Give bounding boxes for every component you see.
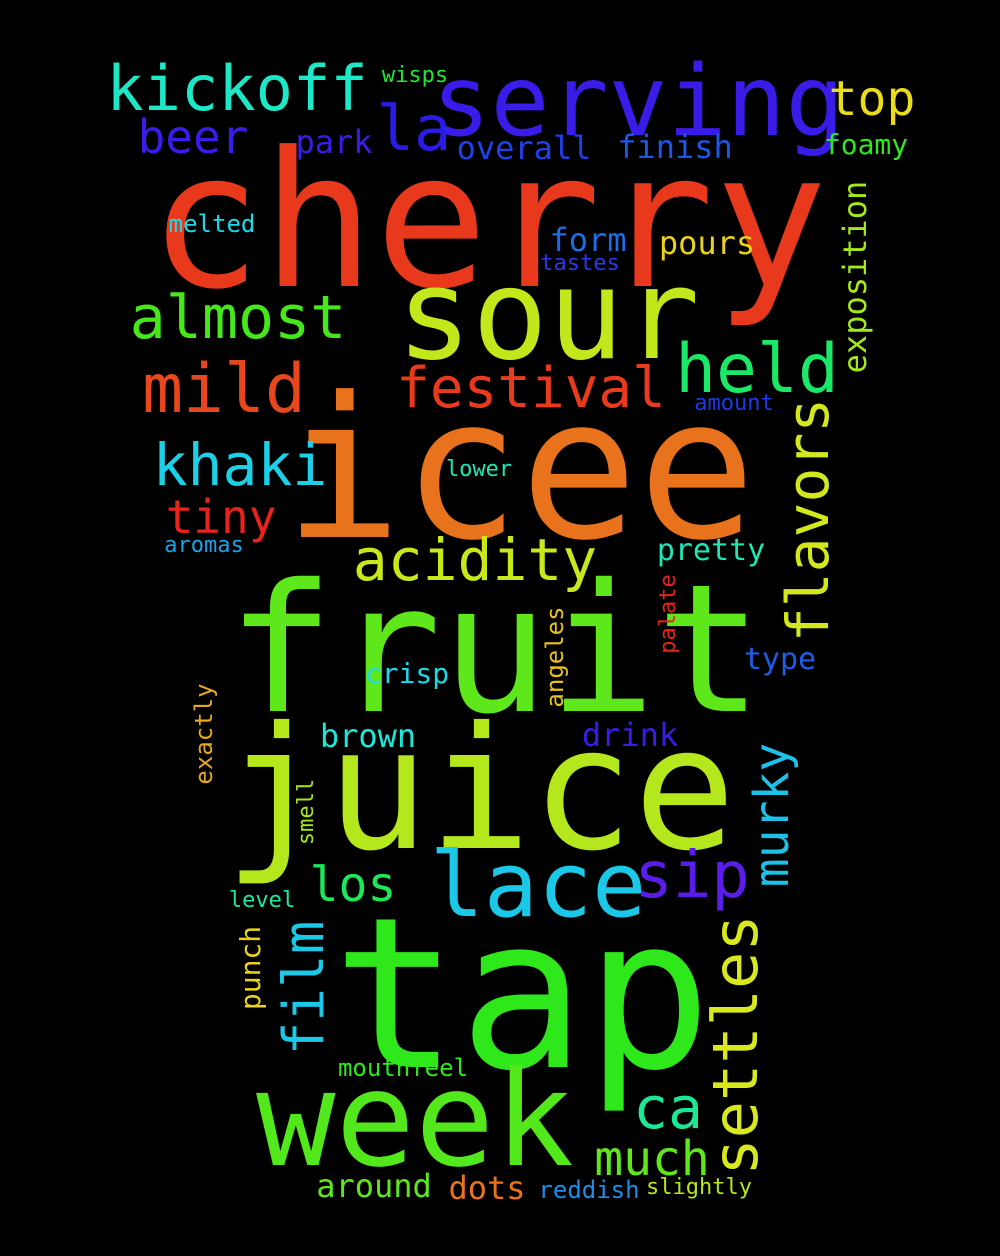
word-exposition: exposition (836, 180, 874, 374)
word-la: la (376, 92, 452, 165)
word-almost: almost (129, 283, 347, 353)
word-cherry: cherry (148, 112, 828, 331)
word-dots: dots (448, 1169, 526, 1207)
word-punch: punch (234, 925, 267, 1011)
word-reddish: reddish (538, 1176, 640, 1204)
word-slightly: slightly (646, 1175, 752, 1200)
word-fruit: fruit (227, 546, 763, 753)
word-exactly: exactly (190, 683, 218, 785)
word-film: film (272, 920, 337, 1056)
word-overall: overall (456, 129, 592, 167)
word-festival: festival (396, 356, 666, 421)
word-top: top (828, 71, 916, 127)
word-sip: sip (634, 839, 750, 913)
word-lace: lace (429, 833, 647, 938)
word-around: around (316, 1167, 432, 1205)
word-ca: ca (633, 1074, 703, 1142)
word-amount: amount (694, 391, 774, 416)
word-mouthfeel: mouthfeel (337, 1054, 469, 1082)
word-tiny: tiny (165, 490, 277, 544)
word-mild: mild (142, 350, 306, 429)
word-brown: brown (319, 717, 417, 755)
word-juice: juice (224, 691, 736, 889)
word-finish: finish (617, 128, 733, 166)
word-los: los (309, 857, 397, 913)
word-tastes: tastes (540, 251, 620, 276)
word-beer: beer (137, 110, 249, 164)
word-level: level (228, 888, 296, 913)
word-murky: murky (744, 742, 800, 888)
word-angeles: angeles (541, 606, 569, 708)
word-smell: smell (294, 778, 319, 846)
word-melted: melted (168, 210, 256, 238)
word-sour: sour (396, 241, 700, 388)
word-icee: icee (283, 356, 757, 584)
word-week: week (256, 1043, 574, 1197)
word-form: form (549, 221, 627, 259)
word-palate: palate (656, 574, 681, 654)
word-lower: lower (445, 457, 513, 482)
word-serving: serving (431, 45, 845, 159)
word-crisp: crisp (364, 657, 450, 690)
word-much: much (594, 1131, 710, 1187)
word-foamy: foamy (823, 128, 909, 161)
word-pretty: pretty (656, 533, 766, 568)
word-acidity: acidity (352, 526, 598, 594)
word-kickoff: kickoff (106, 52, 368, 125)
word-held: held (675, 330, 839, 409)
word-wisps: wisps (381, 63, 449, 88)
word-type: type (743, 642, 817, 677)
word-pours: pours (658, 224, 756, 262)
word-park: park (295, 123, 373, 161)
word-settles: settles (699, 914, 772, 1176)
word-khaki: khaki (152, 431, 328, 499)
word-aromas: aromas (164, 533, 244, 558)
word-tap: tap (332, 872, 712, 1117)
word-flavors: flavors (774, 397, 842, 643)
word-drink: drink (581, 716, 679, 754)
